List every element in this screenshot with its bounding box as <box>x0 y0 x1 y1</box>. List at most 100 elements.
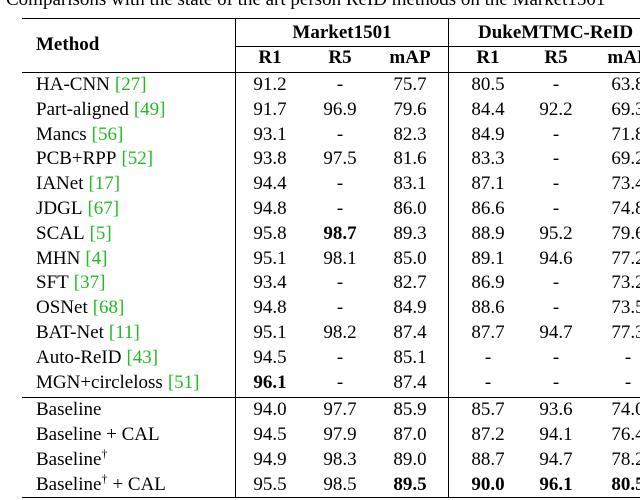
rule <box>235 18 236 498</box>
metric-header: R1 <box>476 47 500 68</box>
value-cell: 92.2 <box>539 98 573 120</box>
value-cell: 85.9 <box>393 399 427 420</box>
value-cell: - <box>336 346 344 368</box>
method-cell: Part-aligned [49] <box>36 98 166 122</box>
method-cell: Baseline† + CAL <box>36 473 166 497</box>
method-cell: IANet [17] <box>36 172 120 196</box>
citation: [52] <box>121 148 154 170</box>
citation: [4] <box>85 247 108 269</box>
value-cell: 95.1 <box>253 247 287 269</box>
value-cell: 86.9 <box>471 272 505 294</box>
value-cell: 84.4 <box>471 98 505 120</box>
value-cell: 97.9 <box>323 424 357 445</box>
value-cell: - <box>336 74 344 95</box>
value-cell: 89.5 <box>393 474 427 495</box>
metric-header: R1 <box>258 47 282 68</box>
value-cell: 77.3 <box>611 322 640 343</box>
value-cell: 71.8 <box>611 123 640 145</box>
method-name: SFT <box>36 272 69 294</box>
method-name: Baseline <box>36 399 102 420</box>
value-cell: - <box>552 346 560 368</box>
method-name: Mancs <box>36 123 87 145</box>
value-cell: 84.9 <box>393 297 427 319</box>
method-name: MHN <box>36 247 81 269</box>
value-cell: 80.5 <box>611 474 640 495</box>
value-cell: 74.0 <box>611 399 640 420</box>
value-cell: 94.1 <box>539 424 573 445</box>
metric-header: R5 <box>328 47 352 68</box>
citation: [51] <box>167 371 200 393</box>
value-cell: 84.9 <box>471 123 505 145</box>
value-cell: 93.8 <box>253 148 287 170</box>
metric-header: mAP <box>389 47 431 68</box>
citation: [56] <box>91 123 124 145</box>
value-cell: 97.7 <box>323 399 357 420</box>
value-cell: - <box>336 297 344 319</box>
value-cell: 80.5 <box>471 74 505 95</box>
value-cell: - <box>552 148 560 170</box>
value-cell: 94.7 <box>539 322 573 343</box>
method-cell: PCB+RPP [52] <box>36 147 153 171</box>
value-cell: 97.5 <box>323 148 357 170</box>
value-cell: - <box>624 371 632 393</box>
value-cell: 87.2 <box>471 424 505 445</box>
method-name: PCB+RPP <box>36 148 117 170</box>
value-cell: - <box>552 371 560 393</box>
value-cell: 83.1 <box>393 173 427 195</box>
method-suffix: + CAL <box>112 474 166 495</box>
method-name: Baseline <box>36 474 102 495</box>
value-cell: 96.1 <box>539 474 573 495</box>
value-cell: 87.0 <box>393 424 427 445</box>
method-name: Auto-ReID <box>36 346 122 368</box>
value-cell: 81.6 <box>393 148 427 170</box>
citation: [68] <box>92 297 125 319</box>
value-cell: 77.2 <box>611 247 640 269</box>
value-cell: 93.6 <box>539 399 573 420</box>
method-cell: HA-CNN [27] <box>36 73 147 97</box>
method-cell: Baseline <box>36 398 101 422</box>
value-cell: - <box>484 346 492 368</box>
value-cell: 63.8 <box>611 74 640 95</box>
method-cell: Auto-ReID [43] <box>36 346 158 370</box>
value-cell: 73.2 <box>611 272 640 294</box>
method-name: Part-aligned <box>36 98 129 120</box>
rule <box>22 18 640 19</box>
rule <box>235 46 640 47</box>
method-cell: Baseline† <box>36 448 107 472</box>
value-cell: 98.2 <box>323 322 357 343</box>
value-cell: 75.7 <box>393 74 427 95</box>
value-cell: 87.1 <box>471 173 505 195</box>
metric-header: R5 <box>544 47 568 68</box>
value-cell: 93.4 <box>253 272 287 294</box>
value-cell: 87.4 <box>393 322 427 343</box>
value-cell: 69.3 <box>611 98 640 120</box>
dagger: † <box>101 471 108 486</box>
value-cell: 83.3 <box>471 148 505 170</box>
value-cell: 85.1 <box>393 346 427 368</box>
citation: [17] <box>88 173 121 195</box>
method-cell: MHN [4] <box>36 247 108 271</box>
value-cell: 88.9 <box>471 222 505 244</box>
citation: [5] <box>89 222 112 244</box>
value-cell: 73.5 <box>611 297 640 319</box>
rule <box>22 397 640 398</box>
value-cell: 95.8 <box>253 222 287 244</box>
value-cell: - <box>336 173 344 195</box>
value-cell: - <box>336 198 344 219</box>
method-name: JDGL <box>36 198 83 219</box>
value-cell: 90.0 <box>471 474 505 495</box>
citation: [67] <box>87 198 120 219</box>
value-cell: 94.8 <box>253 198 287 219</box>
group-header: DukeMTMC-ReID <box>478 22 634 43</box>
value-cell: - <box>484 371 492 393</box>
value-cell: - <box>552 272 560 294</box>
method-name: MGN+circleloss <box>36 371 163 393</box>
value-cell: 89.1 <box>471 247 505 269</box>
value-cell: - <box>552 173 560 195</box>
value-cell: 82.3 <box>393 123 427 145</box>
dagger: † <box>101 446 108 461</box>
value-cell: 95.1 <box>253 322 287 343</box>
value-cell: 87.4 <box>393 371 427 393</box>
value-cell: 79.6 <box>393 98 427 120</box>
